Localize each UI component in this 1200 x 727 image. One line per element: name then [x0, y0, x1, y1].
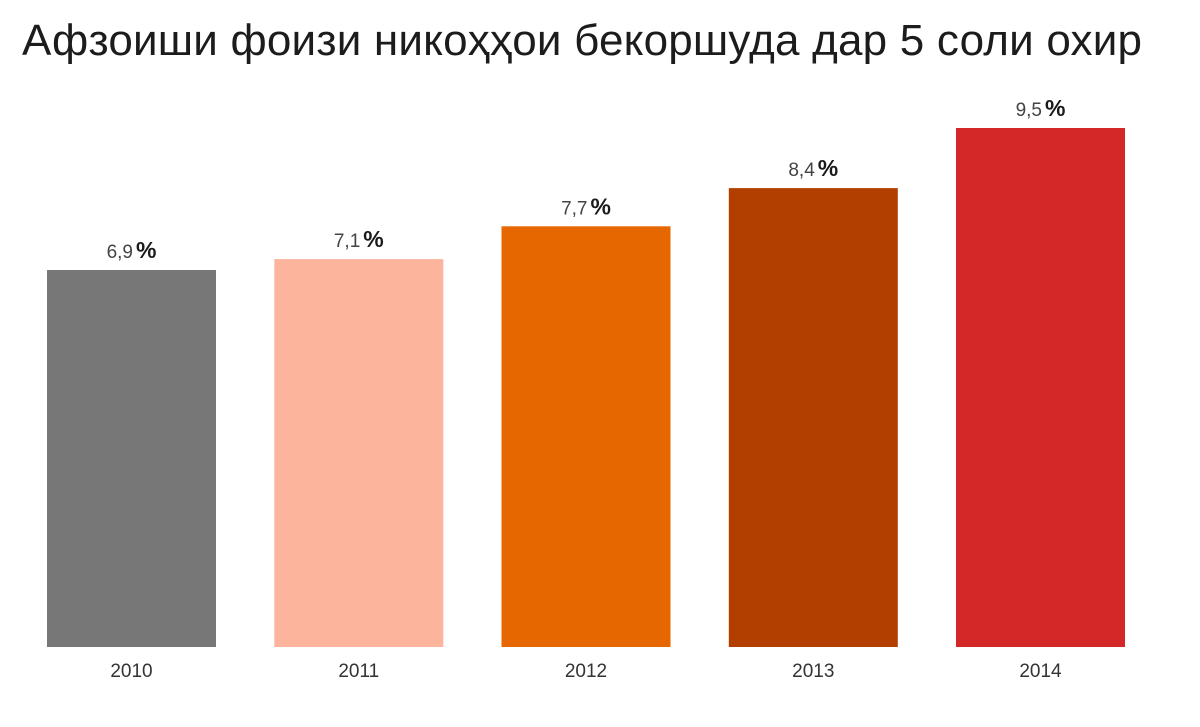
bar-2014	[956, 128, 1125, 647]
value-label-2012: 7,7%	[561, 193, 611, 219]
x-axis-tick-labels: 2010 2011 2012 2013 2014	[110, 661, 1062, 682]
x-tick-label-2010: 2010	[110, 661, 152, 682]
value-label-2011: 7,1%	[334, 226, 384, 252]
bars-layer	[47, 128, 1125, 648]
chart-title: Афзоиши фоизи никоҳҳои бекоршуда дар 5 с…	[22, 16, 1143, 65]
value-label-2013: 8,4%	[788, 155, 838, 181]
bar-2013	[728, 188, 898, 647]
x-tick-label-2013: 2013	[792, 661, 834, 682]
bar-2011	[274, 259, 444, 647]
value-labels-layer: 6,9% 7,1 % 7,7 % 8,4 % 9,5%	[107, 95, 1066, 263]
bar-2010	[47, 270, 216, 647]
value-label-2014: 9,5%	[1016, 95, 1066, 121]
x-tick-label-2012: 2012	[565, 661, 607, 682]
x-tick-label-2011: 2011	[338, 661, 379, 682]
value-label-2010: 6,9%	[107, 237, 157, 263]
x-tick-label-2014: 2014	[1019, 661, 1062, 682]
bar-2012	[501, 226, 671, 648]
